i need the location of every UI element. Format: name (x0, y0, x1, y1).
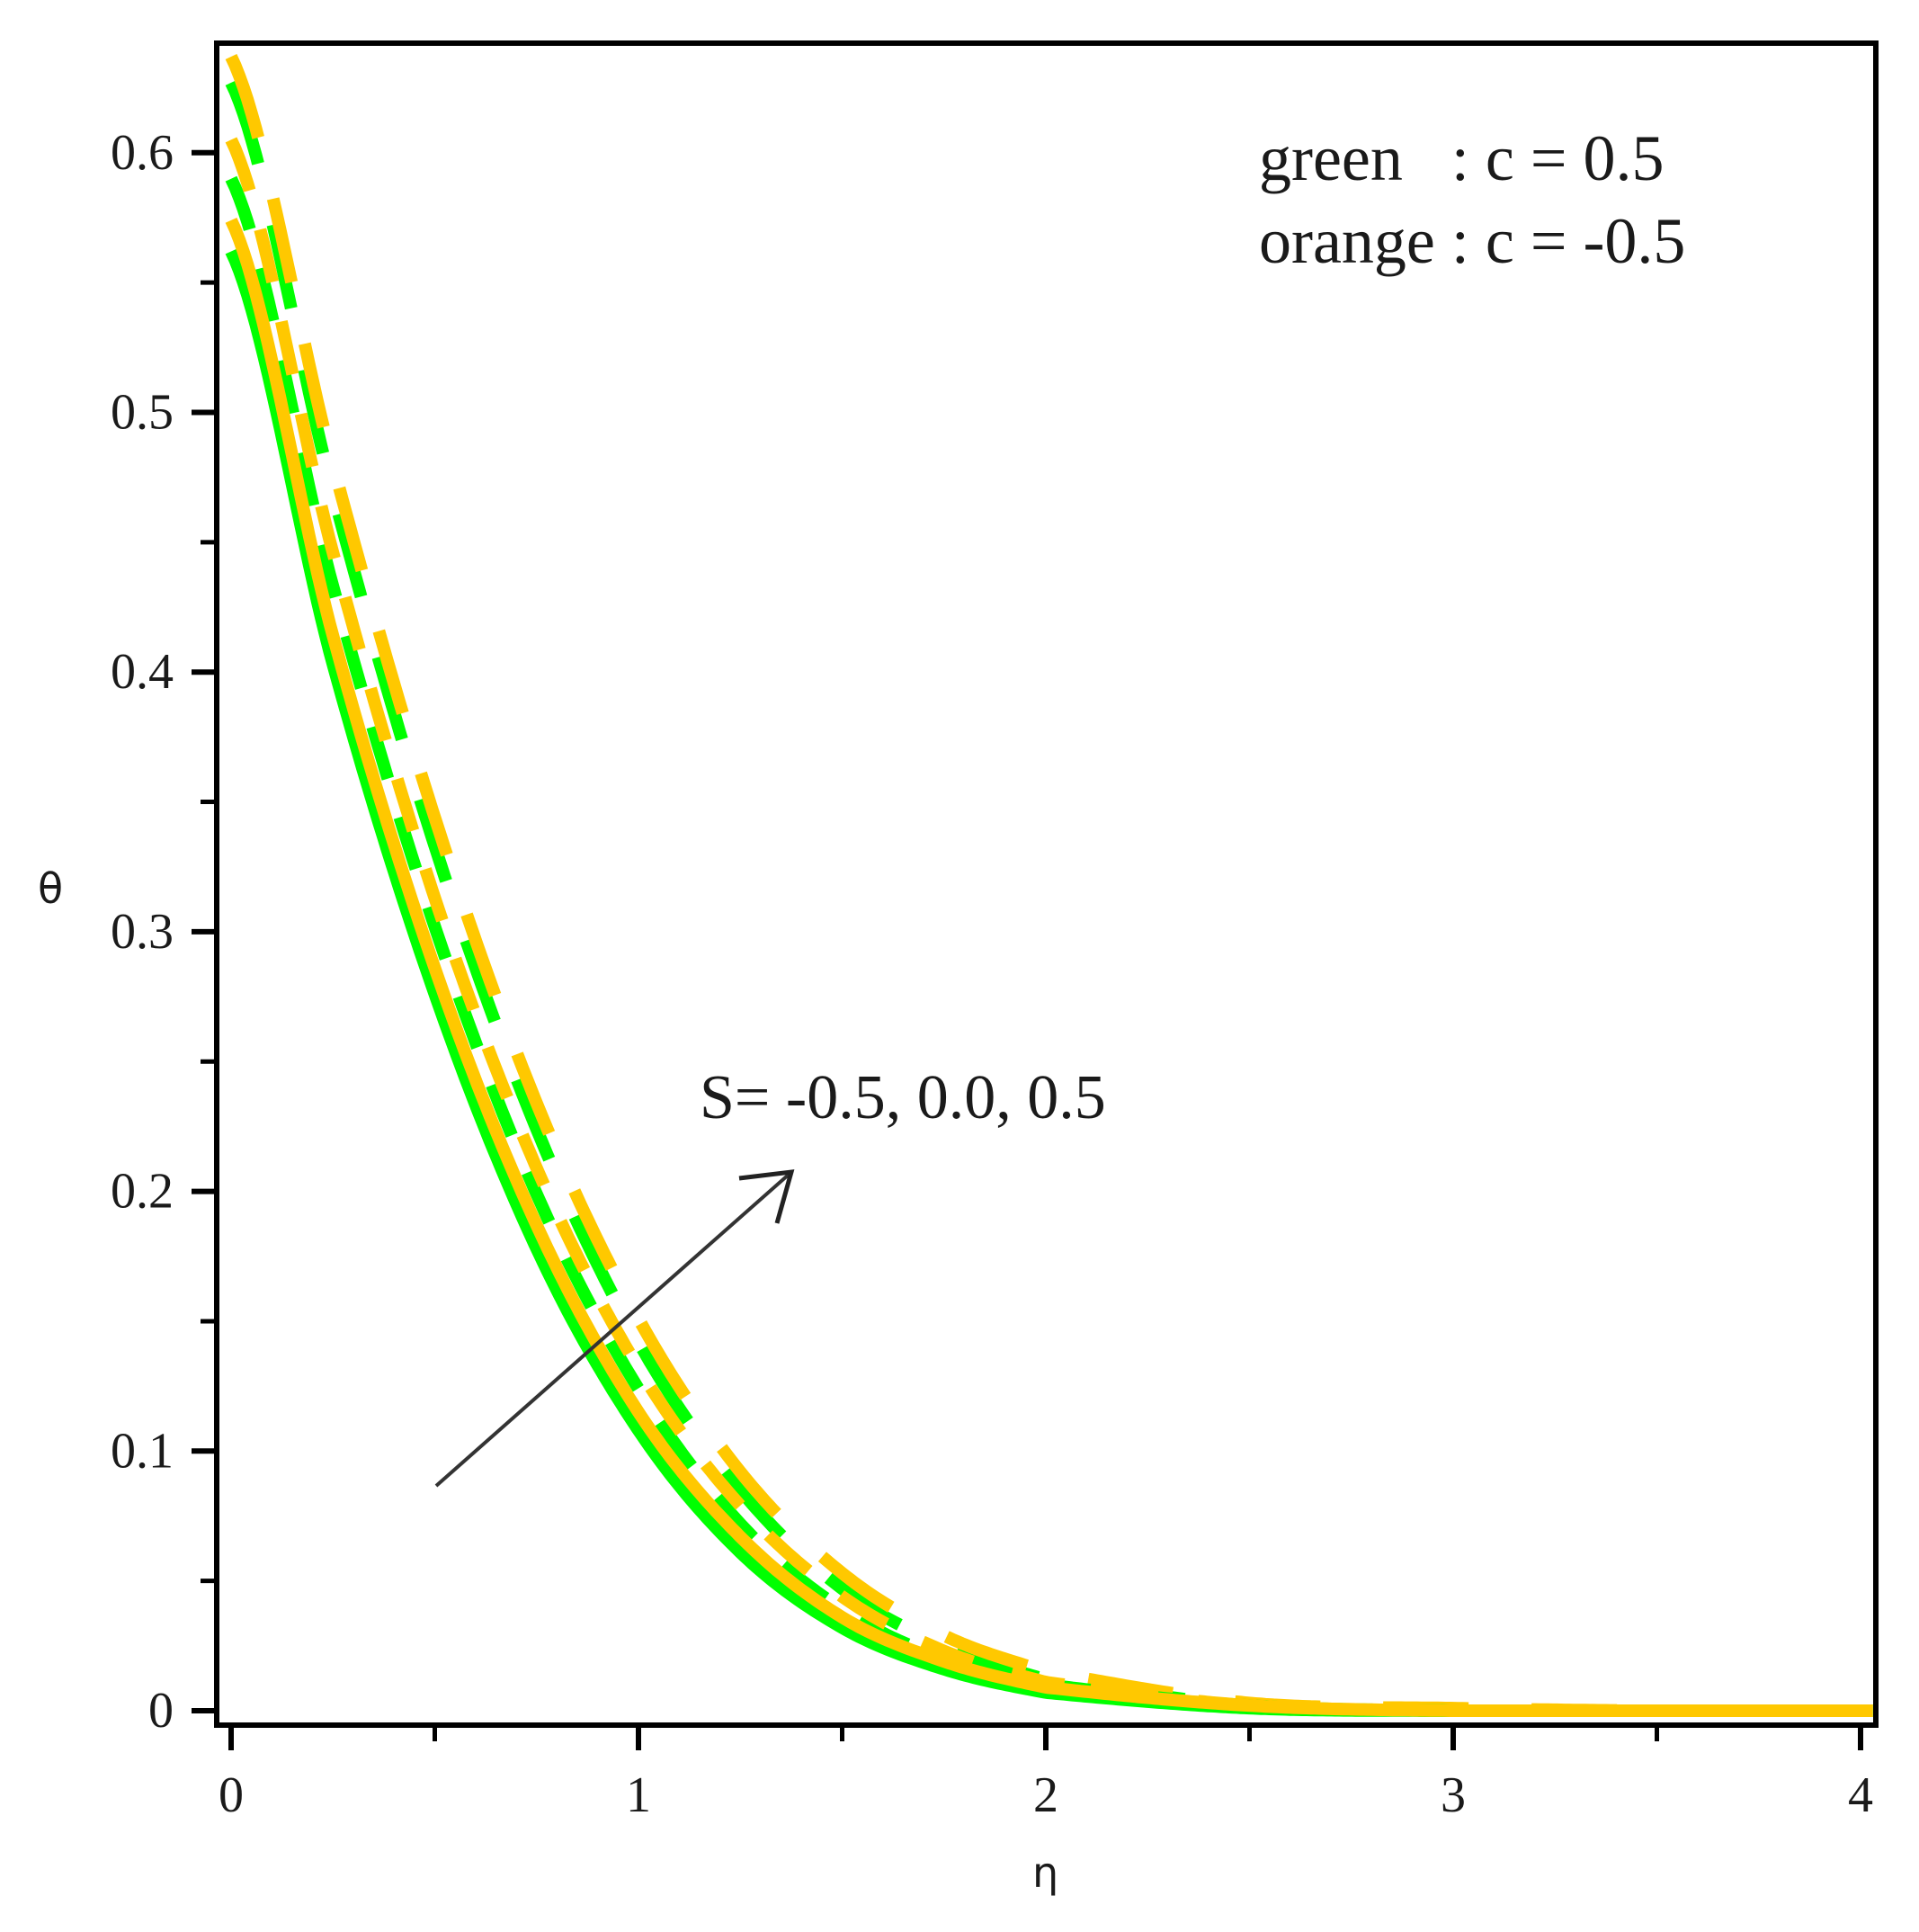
x-tick-label: 0 (219, 1767, 244, 1823)
plot-frame (214, 40, 1879, 1728)
arrow-icon (434, 1169, 795, 1488)
x-tick-label: 3 (1441, 1767, 1466, 1823)
x-axis-ticks: 0 1 2 3 4 (219, 1725, 1873, 1823)
x-tick-label: 2 (1033, 1767, 1058, 1823)
y-tick-label: 0.5 (111, 385, 174, 441)
y-tick-label: 0.6 (111, 125, 174, 181)
y-tick-label: 0 (148, 1683, 174, 1739)
y-axis-label: θ (38, 864, 63, 913)
curve-c-0-5-s-0-5 (225, 54, 1873, 1717)
y-tick-label: 0.1 (111, 1423, 174, 1479)
y-tick-label: 0.3 (111, 904, 174, 960)
x-axis-label: η (1032, 1848, 1058, 1897)
curve-c-0-5-s-0-5 (225, 79, 1873, 1717)
y-axis-ticks: 0 0.1 0.2 0.3 0.4 0.5 0.6 (111, 125, 217, 1739)
legend-orange: orange : c = -0.5 (1259, 205, 1685, 277)
s-annotation: S= -0.5, 0.0, 0.5 (700, 1063, 1106, 1132)
curve-c-0-5-s-0-5 (225, 217, 1873, 1717)
y-tick-label: 0.2 (111, 1164, 174, 1220)
legend-green: green : c = 0.5 (1259, 122, 1664, 194)
x-tick-label: 4 (1848, 1767, 1873, 1823)
y-tick-label: 0.4 (111, 644, 174, 700)
curve-c-0-5-s-0-0 (225, 137, 1873, 1717)
curve-group (225, 54, 1873, 1717)
x-tick-label: 1 (626, 1767, 651, 1823)
